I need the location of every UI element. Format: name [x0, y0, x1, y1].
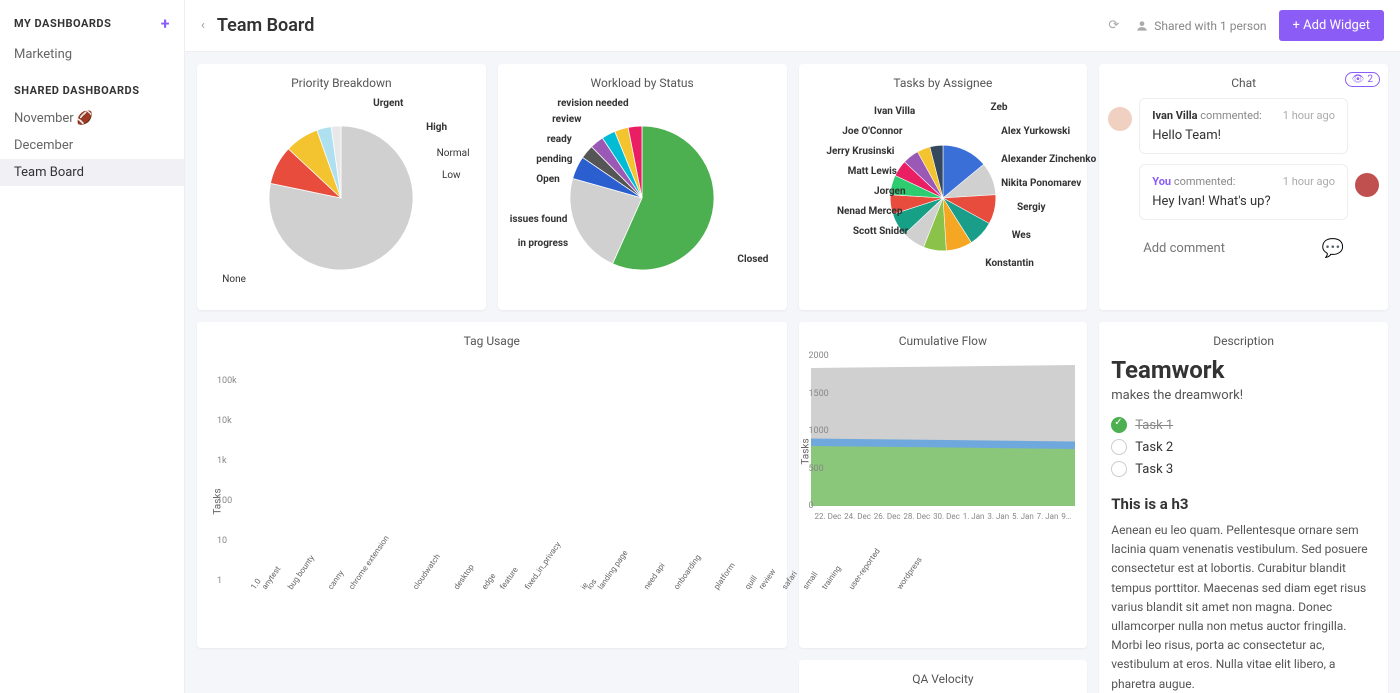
pie-label: Normal: [437, 148, 470, 159]
add-widget-button[interactable]: + Add Widget: [1279, 10, 1384, 41]
avatar: [1355, 173, 1379, 197]
sidebar-item[interactable]: Team Board: [0, 159, 184, 186]
pie-label: Low: [442, 170, 461, 181]
pie-label: Nikita Ponomarev: [1001, 178, 1081, 189]
pie-label: Zeb: [991, 102, 1008, 113]
pie-label: Konstantin: [985, 258, 1034, 269]
tag-usage-card: Tag Usage Tasks 100k10k1k1001011.0anytes…: [197, 322, 787, 648]
sidebar-item[interactable]: Marketing: [0, 41, 184, 68]
sidebar: MY DASHBOARDS + Marketing SHARED DASHBOA…: [0, 0, 185, 693]
sidebar-item[interactable]: December: [0, 132, 184, 159]
desc-title: Description: [1111, 334, 1376, 348]
pie-label: Joe O'Connor: [842, 126, 902, 137]
priority-breakdown-card: Priority Breakdown None Urgent High Normal L…: [197, 64, 486, 310]
pie-label: review: [552, 114, 581, 125]
send-icon[interactable]: 💬: [1322, 238, 1344, 259]
pie-label: revision needed: [557, 98, 628, 109]
pie-label: in progress: [518, 238, 568, 249]
shared-indicator[interactable]: Shared with 1 person: [1135, 19, 1266, 33]
pie-label: Nenad Mercep: [837, 206, 903, 217]
pie-label: High: [426, 122, 447, 133]
pie-label: Ivan Villa: [874, 106, 915, 117]
task-checkbox[interactable]: [1111, 417, 1127, 433]
task-checkbox[interactable]: [1111, 461, 1127, 477]
task-item[interactable]: Task 1: [1111, 417, 1376, 433]
chat-card: Chat 👁 2 Ivan Villa commented:1 hour ago…: [1099, 64, 1388, 310]
assignee-title: Tasks by Assignee: [811, 76, 1076, 90]
desc-h3: This is a h3: [1111, 495, 1376, 513]
workload-status-card: Workload by Status Closed Open in progress…: [498, 64, 787, 310]
pie-label: Scott Snider: [853, 226, 908, 237]
pie-label: pending: [536, 154, 572, 165]
pie-label: Alex Yurkowski: [1001, 126, 1070, 137]
desc-subtitle: makes the dreamwork!: [1111, 388, 1376, 403]
desc-p1: Aenean eu leo quam. Pellentesque ornare …: [1111, 521, 1376, 693]
pie-label: None: [222, 274, 246, 285]
desc-heading: Teamwork: [1111, 356, 1376, 384]
watchers-badge[interactable]: 👁 2: [1345, 72, 1380, 87]
sidebar-item[interactable]: November 🏈: [0, 105, 184, 132]
pie-label: Closed: [737, 254, 768, 265]
chat-title: Chat: [1139, 76, 1348, 90]
task-item[interactable]: Task 2: [1111, 439, 1376, 455]
pie-label: Urgent: [373, 98, 403, 109]
pie-label: ready: [547, 134, 572, 145]
shared-dashboards-label: SHARED DASHBOARDS: [14, 84, 139, 97]
task-item[interactable]: Task 3: [1111, 461, 1376, 477]
add-dashboard-icon[interactable]: +: [161, 14, 170, 33]
page-title: Team Board: [217, 15, 1092, 36]
my-dashboards-label: MY DASHBOARDS: [14, 17, 111, 30]
pie-label: Alexander Zinchenko: [1001, 154, 1096, 165]
chat-message: You commented:1 hour agoHey Ivan! What's…: [1139, 164, 1348, 220]
description-card: Description Teamwork makes the dreamwork…: [1099, 322, 1388, 693]
refresh-icon[interactable]: ⟳: [1104, 14, 1123, 37]
tag-title: Tag Usage: [209, 334, 775, 348]
pie-label: Jorgen: [874, 186, 906, 197]
pie-label: Jerry Krusinski: [826, 146, 894, 157]
chat-message: Ivan Villa commented:1 hour agoHello Tea…: [1139, 98, 1348, 154]
pie-label: issues found: [510, 214, 568, 225]
cumflow-title: Cumulative Flow: [811, 334, 1076, 348]
tasks-assignee-card: Tasks by Assignee Ivan Villa Joe O'Connor…: [799, 64, 1088, 310]
task-checkbox[interactable]: [1111, 439, 1127, 455]
pie-label: Sergiy: [1017, 202, 1046, 213]
avatar: [1108, 107, 1132, 131]
pie-label: Wes: [1012, 230, 1031, 241]
pie-label: Open: [536, 174, 560, 185]
workload-title: Workload by Status: [510, 76, 775, 90]
topbar: ‹ Team Board ⟳ Shared with 1 person + Ad…: [185, 0, 1400, 52]
chat-input[interactable]: [1143, 241, 1313, 256]
qa-title: QA Velocity: [811, 672, 1076, 686]
priority-title: Priority Breakdown: [209, 76, 474, 90]
pie-label: Matt Lewis: [848, 166, 897, 177]
qa-velocity-card: QA Velocity velocity: 185.4 050100200400…: [799, 660, 1088, 693]
back-icon[interactable]: ‹: [201, 18, 205, 33]
